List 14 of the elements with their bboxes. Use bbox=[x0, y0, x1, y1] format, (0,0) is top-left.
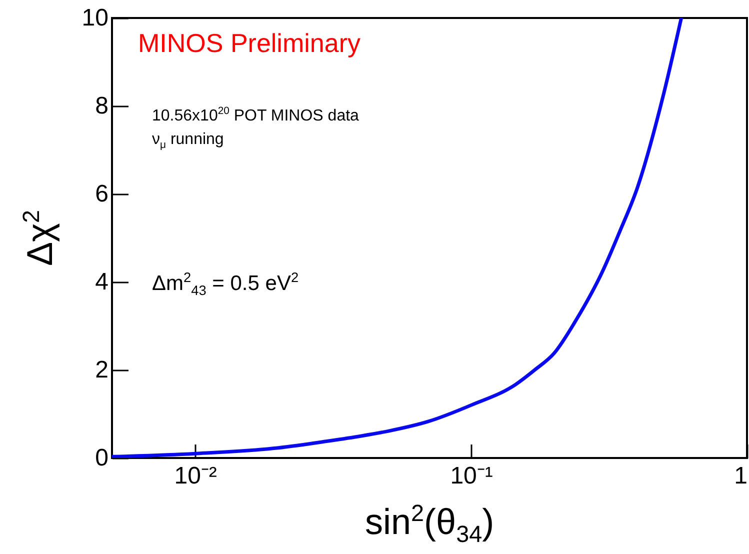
x-tick-label: 10⁻¹ bbox=[450, 462, 493, 490]
annotation: ν$_{μ}$ running bbox=[152, 131, 224, 152]
y-tick-label: 0 bbox=[95, 444, 108, 472]
y-tick-label: 8 bbox=[95, 92, 108, 120]
x-tick-label: 1 bbox=[734, 462, 748, 490]
annotation: Δm$^{2}$$_{43}$ = 0.5 eV$^{2}$ bbox=[152, 270, 299, 298]
annotation: MINOS Preliminary bbox=[138, 28, 360, 59]
annotation: 10.56x10$^{20}$ POT MINOS data bbox=[152, 106, 359, 126]
x-tick-label: 10⁻² bbox=[174, 462, 217, 490]
y-tick-label: 4 bbox=[95, 268, 108, 296]
y-tick-label: 6 bbox=[95, 180, 108, 208]
y-tick-label: 2 bbox=[95, 356, 108, 384]
x-axis-title: sin$^{2}$(θ$_{34}$) bbox=[365, 500, 494, 548]
y-tick-label: 10 bbox=[82, 4, 108, 32]
